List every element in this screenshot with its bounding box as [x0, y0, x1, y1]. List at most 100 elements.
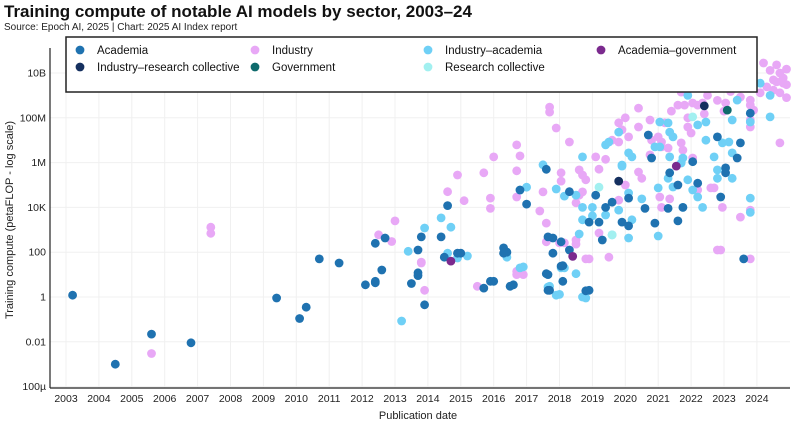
data-point	[688, 157, 698, 167]
data-point	[657, 203, 666, 212]
data-point	[556, 237, 566, 247]
data-point	[637, 173, 647, 183]
data-point	[686, 128, 696, 138]
data-point	[556, 168, 566, 178]
data-point	[745, 108, 755, 118]
data-point	[627, 152, 637, 162]
data-point	[110, 359, 120, 369]
data-point	[295, 314, 304, 323]
series-industry	[147, 58, 791, 358]
data-point	[620, 113, 630, 123]
data-point	[683, 91, 693, 100]
data-point	[653, 231, 663, 241]
data-point	[571, 269, 581, 279]
data-point	[443, 201, 452, 211]
data-point	[387, 237, 397, 246]
data-point	[713, 245, 722, 255]
data-point	[68, 290, 77, 300]
data-point	[370, 276, 380, 286]
data-point	[594, 228, 604, 238]
x-tick-label: 2021	[647, 393, 671, 405]
data-point	[637, 194, 647, 204]
data-point	[722, 105, 732, 115]
data-point	[314, 254, 324, 264]
data-point	[678, 203, 688, 212]
legend-marker	[75, 62, 85, 72]
y-tick-label: 0.01	[26, 336, 47, 348]
series-industry-research-collective	[614, 101, 709, 186]
y-tick-label: 100M	[20, 112, 46, 124]
data-point	[591, 190, 601, 200]
data-point	[701, 117, 711, 127]
data-point	[772, 77, 781, 87]
data-point	[655, 192, 665, 202]
data-point	[721, 163, 730, 173]
x-tick-label: 2003	[54, 393, 78, 405]
data-point	[407, 279, 416, 288]
data-point	[667, 106, 676, 116]
data-point	[665, 168, 675, 178]
data-point	[765, 112, 775, 122]
data-point	[680, 100, 689, 110]
data-point	[594, 217, 604, 227]
data-point	[736, 138, 745, 148]
series-academia-government	[446, 161, 681, 266]
x-tick-label: 2017	[515, 393, 539, 405]
data-point	[581, 175, 591, 185]
data-point	[334, 258, 344, 268]
data-point	[548, 248, 558, 258]
data-point	[301, 302, 311, 312]
x-tick-label: 2018	[548, 393, 572, 405]
data-point	[701, 135, 711, 145]
legend-item: Government	[250, 62, 336, 74]
data-point	[574, 229, 584, 239]
legend-label: Academia–government	[618, 45, 737, 57]
data-point	[617, 217, 627, 227]
data-point	[640, 204, 650, 213]
data-point	[541, 218, 551, 228]
data-point	[614, 205, 624, 215]
legend-marker	[250, 62, 260, 72]
data-point	[443, 187, 452, 197]
data-point	[515, 185, 525, 195]
data-point	[558, 276, 568, 286]
data-point	[556, 261, 566, 271]
data-point	[671, 161, 681, 171]
legend-item: Industry	[250, 45, 313, 57]
x-axis-label: Publication date	[379, 410, 457, 422]
x-tick-label: 2022	[679, 393, 703, 405]
data-point	[601, 203, 610, 212]
data-point	[515, 151, 525, 161]
data-point	[403, 246, 413, 256]
data-point	[617, 161, 627, 171]
data-point	[463, 251, 472, 261]
data-point	[459, 196, 469, 206]
data-point	[624, 193, 633, 203]
data-point	[614, 176, 624, 186]
data-point	[565, 187, 574, 197]
data-point	[522, 199, 531, 209]
data-point	[678, 145, 688, 155]
data-point	[486, 193, 495, 203]
x-tick-label: 2009	[252, 393, 276, 405]
data-point	[718, 138, 727, 148]
data-point	[601, 210, 610, 220]
x-tick-label: 2004	[87, 393, 111, 405]
data-point	[693, 120, 703, 130]
data-point	[584, 217, 594, 227]
data-point	[420, 285, 429, 295]
data-point	[765, 91, 775, 100]
data-point	[578, 203, 587, 212]
data-point	[545, 107, 554, 117]
x-tick-labels: 2003 2004 2005 2006 2007 2008 2009 2010 2011 2012…	[54, 393, 768, 405]
data-point	[380, 233, 390, 243]
data-point	[446, 256, 456, 266]
data-point	[745, 117, 755, 127]
data-point	[614, 127, 624, 137]
data-point	[688, 112, 698, 122]
data-point	[765, 66, 775, 75]
data-point	[436, 213, 446, 223]
data-point	[535, 206, 545, 216]
data-point	[551, 184, 561, 194]
data-point	[446, 222, 456, 232]
